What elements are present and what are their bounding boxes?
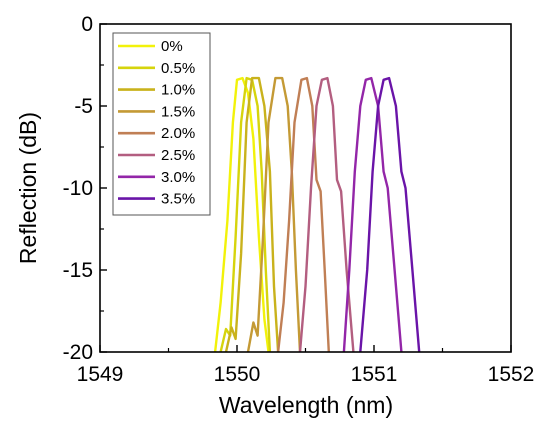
y-tick-label: -20: [63, 341, 93, 364]
legend-label-4: 2.0%: [161, 125, 195, 142]
x-axis-title: Wavelength (nm): [219, 392, 393, 418]
legend-label-2: 1.0%: [161, 82, 195, 99]
y-tick-label: -15: [63, 259, 93, 282]
x-tick-label: 1552: [488, 363, 535, 386]
y-tick-label: 0: [81, 13, 93, 36]
x-tick-label: 1549: [77, 363, 124, 386]
series-line-5: [298, 76, 355, 352]
legend: 0% 0.5% 1.0% 1.5% 2.0% 2.5% 3.0% 3.5%: [112, 32, 211, 216]
legend-label-3: 1.5%: [161, 103, 195, 120]
series-line-3: [246, 76, 302, 352]
legend-label-5: 2.5%: [161, 147, 195, 164]
legend-label-1: 0.5%: [161, 60, 195, 77]
x-tick-label: 1551: [351, 363, 398, 386]
series-line-4: [276, 76, 330, 352]
legend-label-0: 0%: [161, 38, 183, 55]
legend-box: [112, 32, 211, 216]
y-tick-label: -10: [63, 177, 93, 200]
series-line-6: [342, 76, 403, 352]
y-axis-title: Reflection (dB): [15, 112, 41, 264]
series-line-1: [219, 76, 272, 352]
legend-label-6: 3.0%: [161, 169, 195, 186]
series-line-2: [224, 76, 280, 352]
series-line-7: [359, 76, 421, 352]
x-tick-label: 1550: [214, 363, 261, 386]
plot-area: [213, 76, 421, 352]
tick-labels: 1549 1550 1551 1552 0 -5 -10 -15 -20: [63, 13, 535, 386]
y-tick-label: -5: [74, 95, 93, 118]
legend-label-7: 3.5%: [161, 191, 195, 208]
axes: [99, 23, 512, 353]
